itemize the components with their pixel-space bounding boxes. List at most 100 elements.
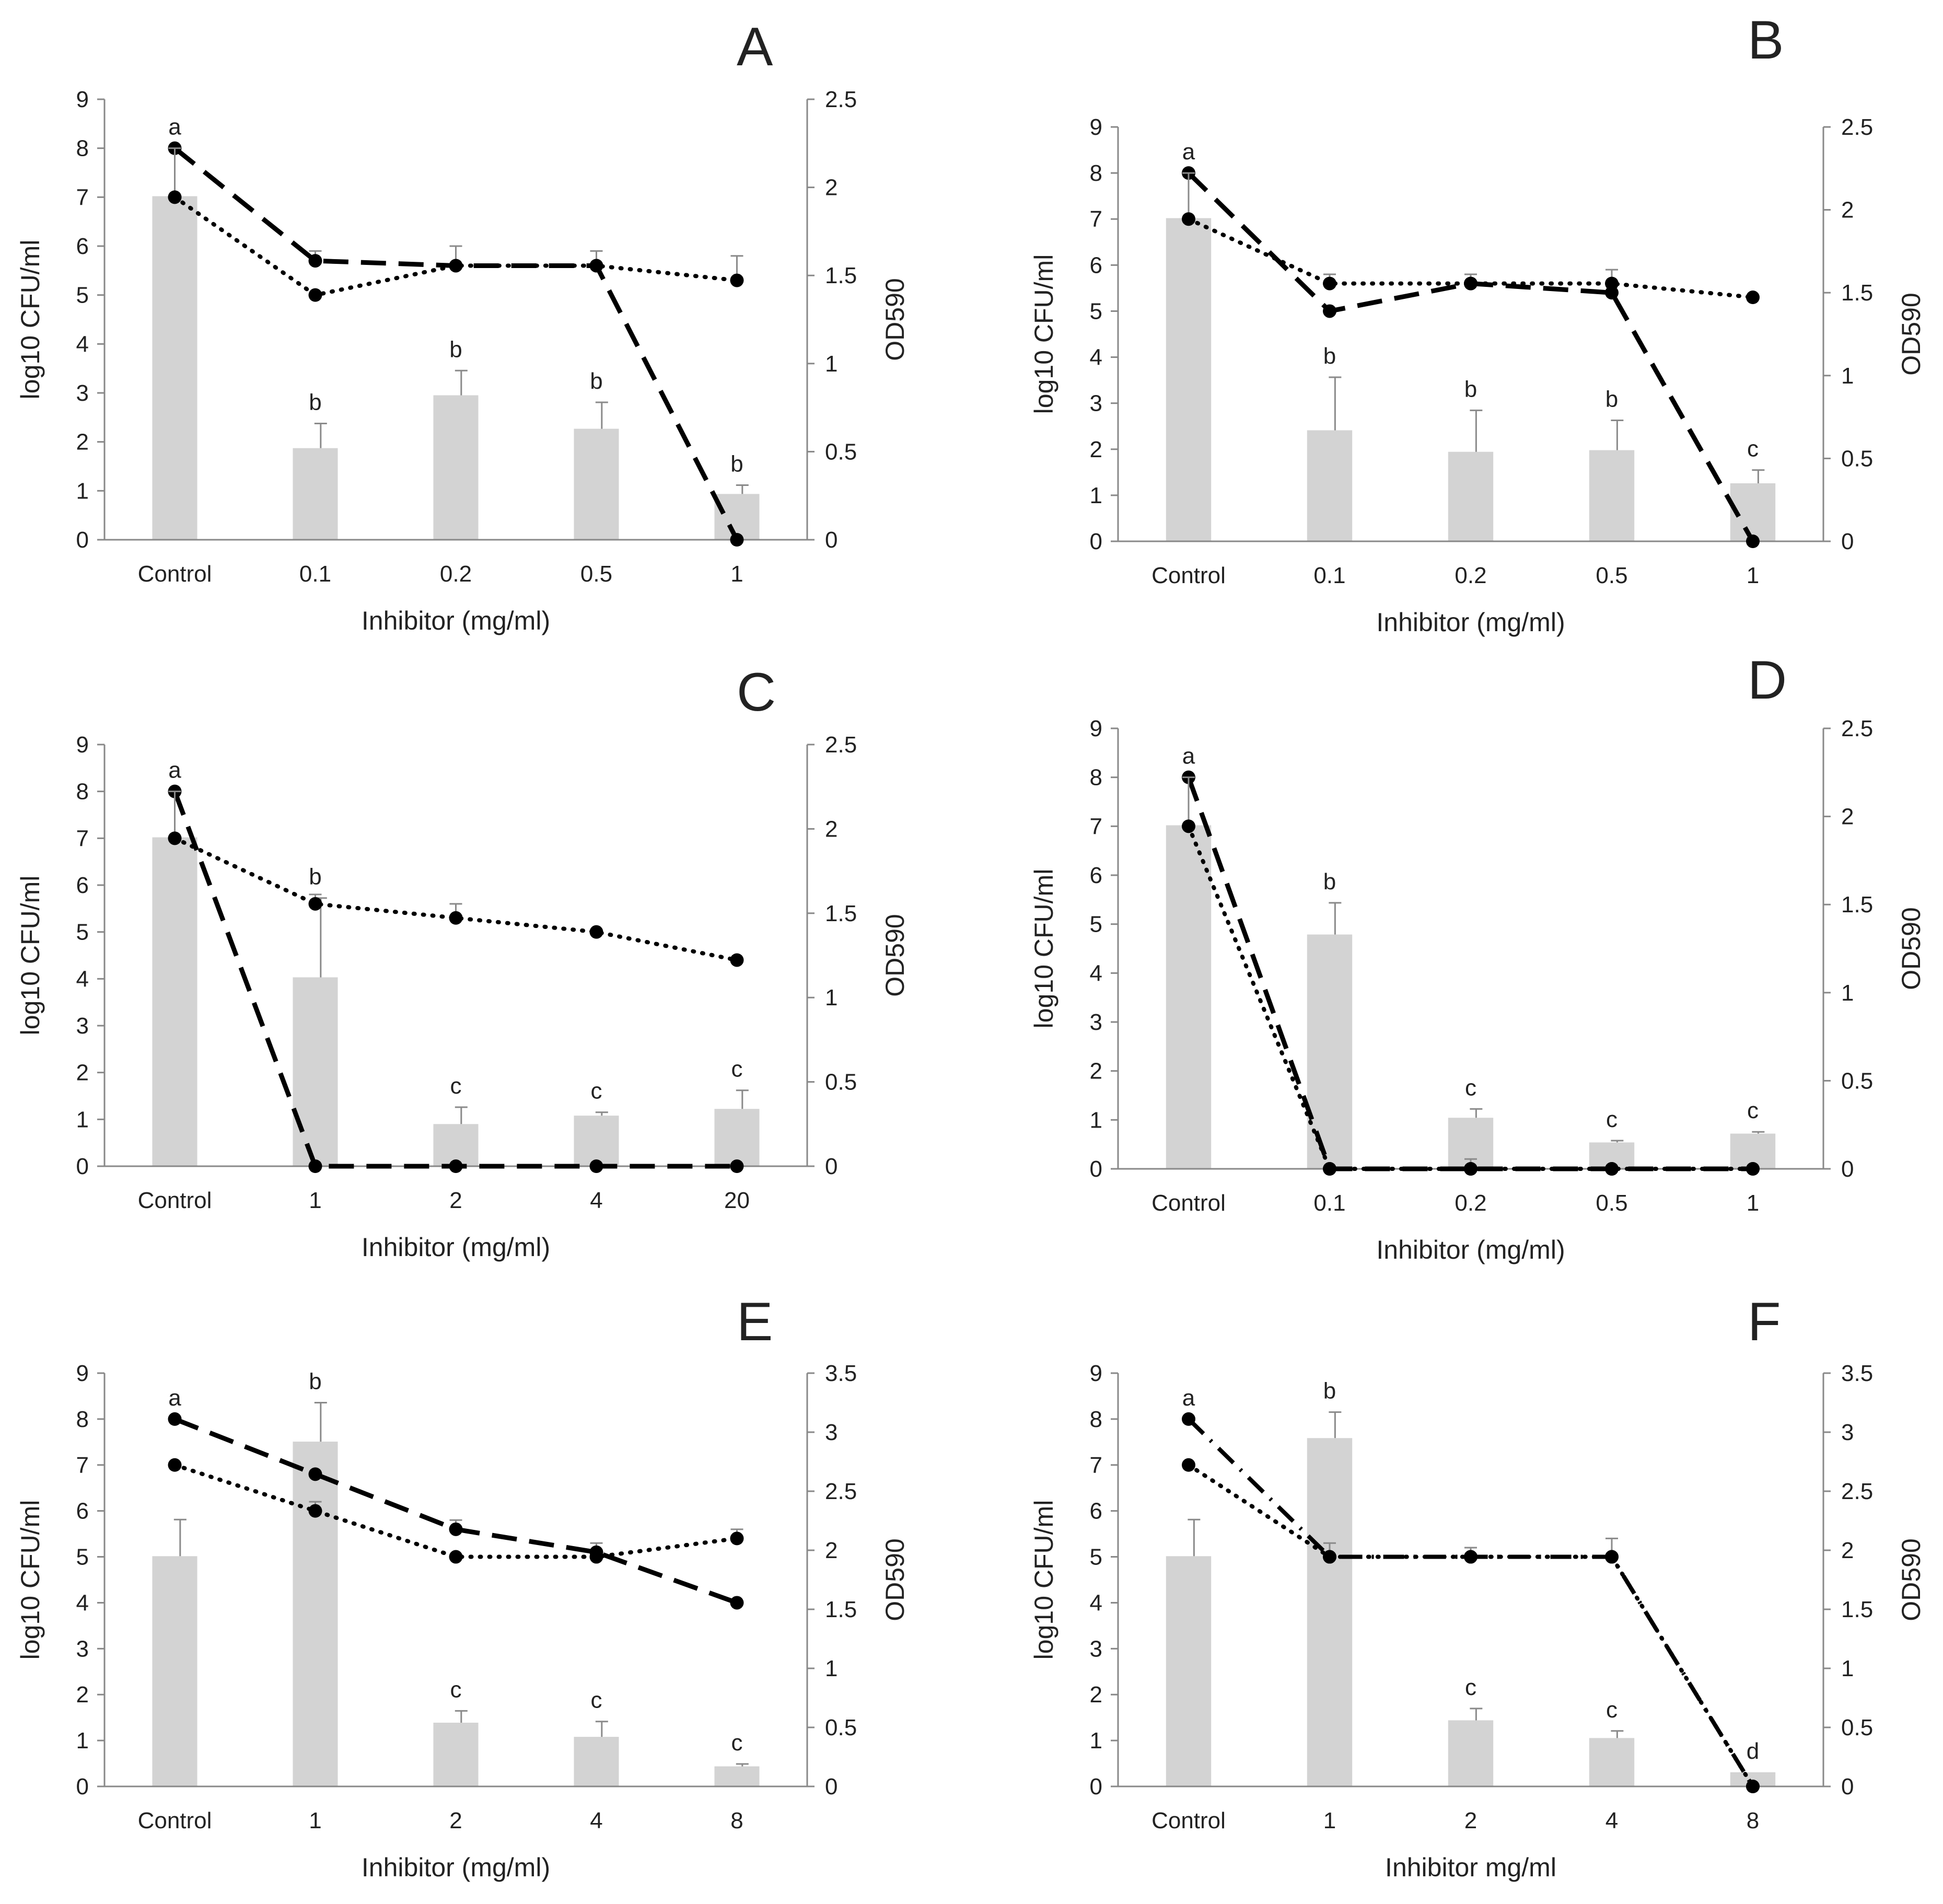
- panel-e-sig-label-3: c: [591, 1688, 602, 1713]
- panel-f-letter: F: [1748, 1292, 1781, 1352]
- panel-e-x-tick-label: 1: [309, 1808, 321, 1833]
- panel-c-y-axis-title: log10 CFU/ml: [16, 876, 45, 1036]
- panel-f-bar-3: [1589, 1738, 1635, 1786]
- panel-a-right-tick-label: 2.5: [825, 87, 857, 112]
- panel-d-x-tick-label: 0.5: [1596, 1190, 1627, 1216]
- panel-f-x-tick-label: 4: [1605, 1808, 1618, 1833]
- panel-b-bar-error-4: [1752, 469, 1765, 483]
- panel-f-right-tick-label: 1.5: [1841, 1597, 1873, 1622]
- panel-f-bar-error-1: [1329, 1411, 1342, 1438]
- panel-e-dotted-point-2: [449, 1550, 463, 1564]
- panel-d-sig-label-3: c: [1606, 1107, 1618, 1132]
- panel-a-sig-label-0: a: [168, 114, 181, 140]
- panel-c-bar-2: [433, 1124, 479, 1166]
- panel-b-dotted-point-0: [1182, 212, 1195, 226]
- panel-e-dashed-point-0: [168, 1412, 182, 1426]
- panel-a-left-tick-label: 0: [76, 527, 89, 553]
- panel-e-bar-error-1: [314, 1402, 327, 1442]
- panel-c-x-axis-title: Inhibitor (mg/ml): [362, 1233, 550, 1262]
- panel-c-sig-label-4: c: [731, 1057, 743, 1082]
- panel-f-sig-label-1: b: [1323, 1378, 1336, 1404]
- panel-e-x-tick-label: 4: [590, 1808, 602, 1833]
- panel-c-right-tick-label: 2.5: [825, 732, 857, 758]
- panel-b-dotted-line: [1186, 217, 1755, 300]
- panel-a-right-tick-label: 1: [825, 351, 837, 377]
- panel-c-bar-error-2: [455, 1106, 468, 1124]
- panel-d-bar-1: [1307, 934, 1353, 1169]
- panel-e-left-tick-label: 9: [76, 1361, 89, 1386]
- panel-e-letter: E: [737, 1292, 773, 1352]
- panel-e-left-tick-label: 1: [76, 1728, 89, 1754]
- panel-a-bar-error-1: [314, 422, 327, 448]
- panel-b-x-tick-label: 0.2: [1455, 563, 1486, 588]
- panel-b-dashed-point-1: [1323, 304, 1336, 318]
- panel-b-dotted-point-3: [1605, 276, 1619, 291]
- panel-e-sig-label-1: b: [309, 1369, 321, 1395]
- panel-e-dotted-line: [172, 1462, 739, 1559]
- panel-b-sig-label-4: c: [1747, 436, 1759, 462]
- panel-d-right-tick-label: 2: [1841, 804, 1854, 830]
- panel-d-bar-error-3: [1611, 1140, 1624, 1143]
- panel-c-dashed-line: [172, 791, 737, 1169]
- panel-e: E 0 1 2 3 4 5 6 7 8 9 0 0.5 1 1.5 2 2.5 3 3.5 Control 1 2 4 8 In…: [16, 1292, 910, 1882]
- panel-f-bar-error-2: [1470, 1708, 1483, 1721]
- panel-f-right-tick-label: 2.5: [1841, 1479, 1873, 1504]
- panel-f-right-tick-label: 3.5: [1841, 1361, 1873, 1386]
- panel-a-dotted-error-0: [168, 147, 181, 198]
- panel-c-dotted-point-1: [308, 897, 322, 911]
- panel-b-x-tick-label: 0.1: [1313, 563, 1345, 588]
- panel-b-left-tick-label: 2: [1090, 437, 1102, 462]
- panel-c-right-tick-label: 0.5: [825, 1070, 857, 1095]
- panel-e-bar-error-2: [455, 1710, 468, 1723]
- panel-d-dotted-point-4: [1746, 1162, 1760, 1176]
- panel-d-left-tick-label: 1: [1090, 1107, 1102, 1133]
- panel-a-left-tick-label: 2: [76, 429, 89, 455]
- panel-e-sig-label-4: c: [731, 1730, 743, 1756]
- panel-e-x-tick-label: 2: [449, 1808, 462, 1833]
- panel-c-bar-4: [714, 1109, 760, 1166]
- panel-d-sig-label-2: c: [1465, 1075, 1476, 1100]
- panel-e-dotted-point-3: [589, 1550, 603, 1564]
- panel-e-bar-0: [152, 1556, 197, 1786]
- panel-a-bar-2: [433, 395, 479, 540]
- panel-e-y-axis-title: log10 CFU/ml: [16, 1500, 45, 1660]
- panel-f-sig-label-3: c: [1606, 1697, 1618, 1723]
- panel-f-dotted-point-3: [1605, 1550, 1619, 1564]
- panel-c-left-tick-label: 4: [76, 966, 89, 992]
- panel-e-dotted-point-0: [168, 1458, 182, 1472]
- panel-c-dotted-point-2: [449, 911, 463, 925]
- panel-b-left-tick-label: 7: [1090, 206, 1102, 232]
- panel-c-right-tick-label: 2: [825, 816, 837, 842]
- panel-c-left-tick-label: 6: [76, 873, 89, 898]
- panel-d-dotted-point-0: [1182, 819, 1195, 833]
- panel-a-bar-error-3: [595, 401, 608, 429]
- panel-f-left-tick-label: 9: [1090, 1361, 1102, 1386]
- panel-a-right-tick-label: 0: [825, 527, 837, 553]
- panel-e-bar-3: [574, 1737, 619, 1786]
- panel-e-bar-error-3: [595, 1721, 608, 1737]
- panel-a-left-tick-label: 3: [76, 380, 89, 406]
- panel-e-bar-4: [714, 1766, 760, 1786]
- panel-f-x-tick-label: 1: [1323, 1808, 1336, 1833]
- panel-f-x-tick-label: 8: [1747, 1808, 1759, 1833]
- panel-b-sig-label-3: b: [1605, 386, 1618, 412]
- panel-d-right-tick-label: 0.5: [1841, 1068, 1873, 1094]
- panel-c-x-tick-label: 1: [309, 1188, 321, 1213]
- panel-b-x-axis-title: Inhibitor (mg/ml): [1376, 608, 1565, 637]
- panel-b-bar-0: [1166, 218, 1212, 542]
- panel-d-bar-0: [1166, 825, 1212, 1169]
- panel-b-sig-label-2: b: [1464, 376, 1477, 402]
- panel-a-bar-0: [152, 196, 197, 540]
- panel-f: F 0 1 2 3 4 5 6 7 8 9 0 0.5 1 1.5 2 2.5 3 3.5 Control 1 2 4 8 In…: [1029, 1292, 1926, 1882]
- panel-d: D 0 1 2 3 4 5 6 7 8 9 0 0.5 1 1.5 2 2.5 Control 0.1 0.2 0.5 1…: [1029, 650, 1926, 1264]
- panel-a-sig-label-2: b: [449, 336, 462, 362]
- panel-b-bar-1: [1307, 430, 1353, 541]
- panel-f-left-tick-label: 2: [1090, 1682, 1102, 1708]
- panel-c-sig-label-3: c: [591, 1078, 602, 1104]
- panel-f-x-tick-label: Control: [1151, 1808, 1226, 1833]
- panel-b-left-tick-label: 5: [1090, 298, 1102, 324]
- panel-e-left-tick-label: 8: [76, 1407, 89, 1432]
- panel-c-bar-error-4: [736, 1089, 749, 1109]
- panel-a-dotted-point-3: [589, 259, 603, 273]
- panel-a-left-tick-label: 5: [76, 283, 89, 308]
